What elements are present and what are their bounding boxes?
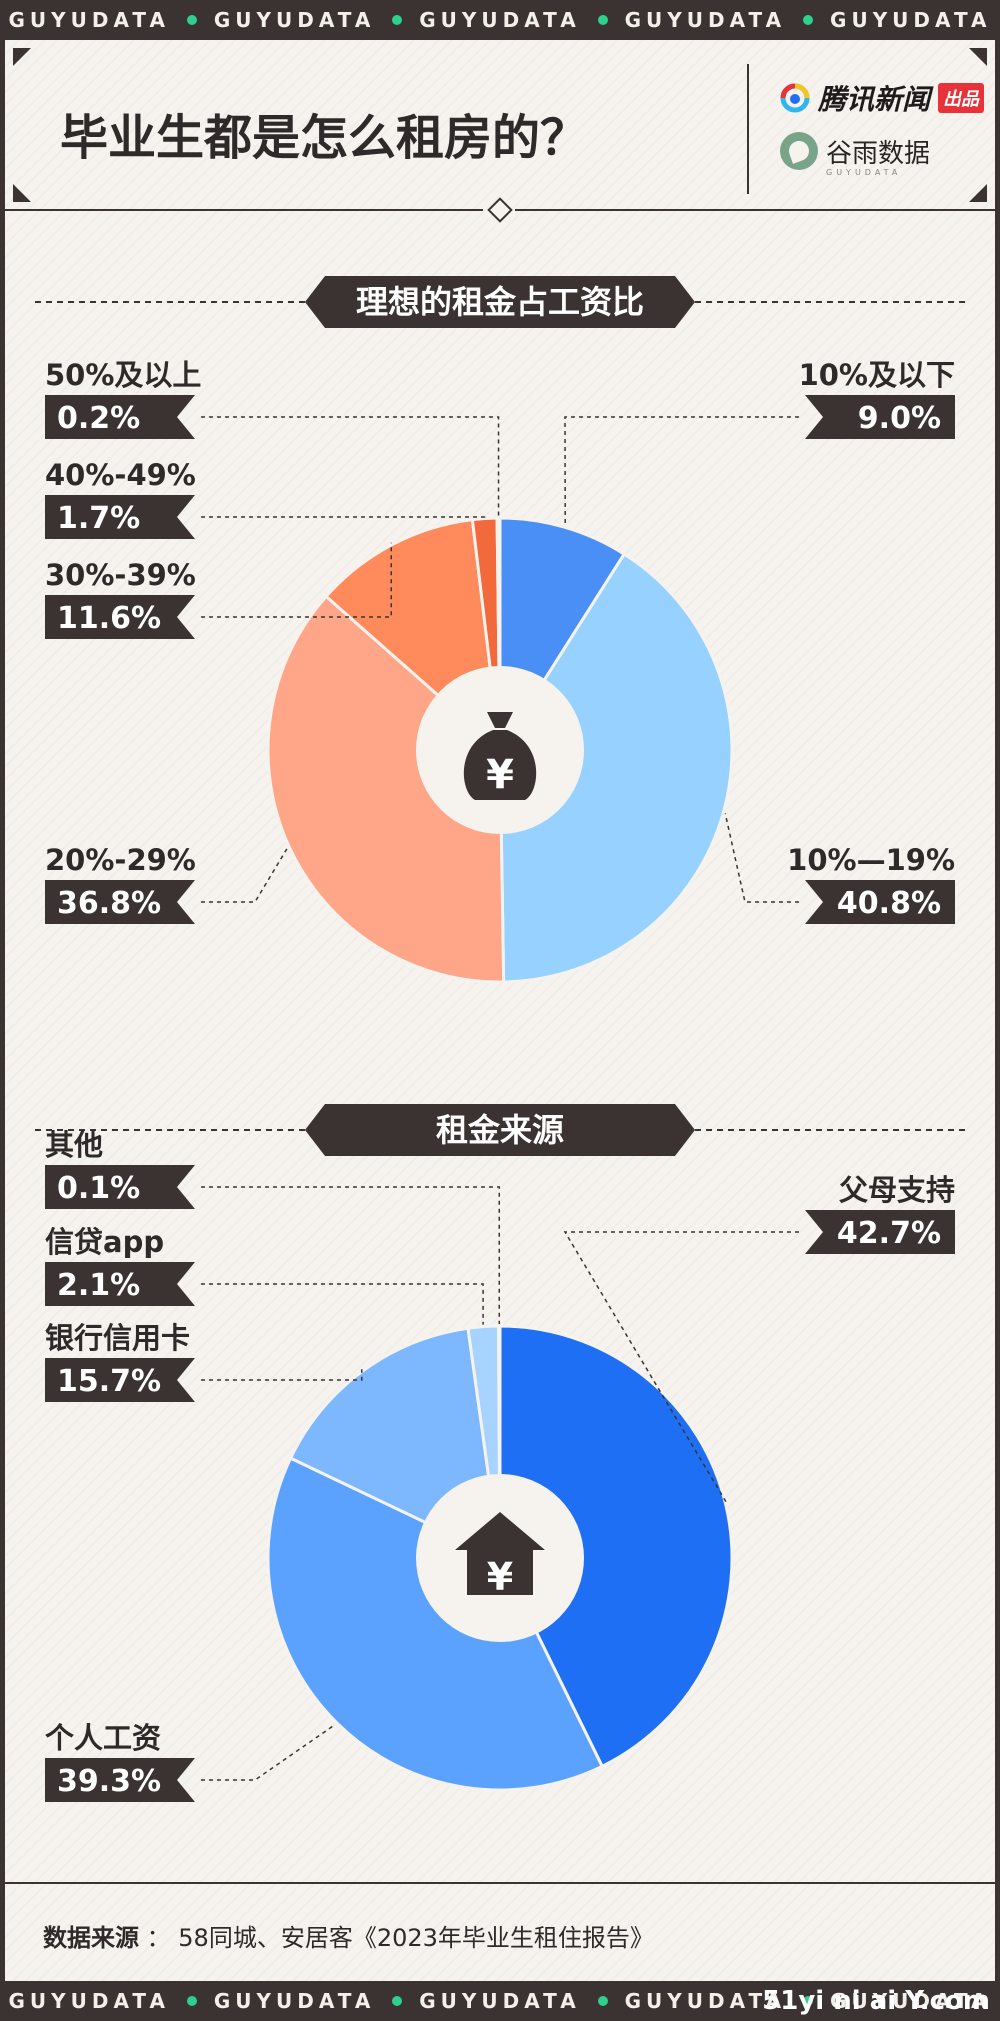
rent-source-value: 0.1% bbox=[57, 1171, 140, 1206]
header-rule-right bbox=[515, 209, 995, 211]
brand-tencent: 腾讯新闻 出品 bbox=[780, 78, 985, 118]
rent-ratio-value: 1.7% bbox=[57, 501, 140, 536]
rent-source-badge bbox=[45, 1758, 195, 1802]
banner-text: GUYUDATA bbox=[624, 1989, 787, 2013]
rent-ratio-value: 9.0% bbox=[858, 401, 941, 436]
rent-source-value: 42.7% bbox=[837, 1216, 941, 1251]
guyu-logo-icon bbox=[780, 132, 818, 170]
green-dot-icon bbox=[186, 1996, 197, 2006]
rent-ratio-badge bbox=[45, 880, 195, 924]
rent-ratio-label: 10%及以下 bbox=[799, 358, 955, 392]
money-bag-body bbox=[463, 730, 537, 800]
rent-source-leader bbox=[201, 1186, 501, 1325]
yen-symbol: ¥ bbox=[486, 752, 514, 798]
data-source-separator: ： bbox=[146, 1924, 171, 1952]
banner-text: GUYUDATA bbox=[419, 8, 581, 32]
green-dot-icon bbox=[392, 1996, 403, 2006]
rent-ratio-slice bbox=[266, 594, 506, 984]
rent-ratio-title-bar bbox=[305, 276, 695, 328]
rent-ratio-badge bbox=[805, 395, 955, 439]
data-source-text: 58同城、安居客《2023年毕业生租住报告》 bbox=[178, 1924, 654, 1952]
tencent-news-logo-icon bbox=[780, 83, 810, 113]
bottom-banner: GUYUDATA GUYUDATA GUYUDATA GUYUDATA GUYU… bbox=[0, 1981, 1000, 2021]
rent-ratio-leader bbox=[724, 813, 799, 903]
banner-text: GUYUDATA bbox=[419, 1989, 581, 2013]
rent-source-label: 信贷app bbox=[45, 1225, 164, 1259]
green-dot-icon bbox=[597, 15, 608, 25]
footer-rule bbox=[5, 1882, 995, 1884]
green-dot-icon bbox=[186, 15, 197, 25]
rent-source-label: 个人工资 bbox=[45, 1721, 161, 1755]
rent-source-leader bbox=[201, 1283, 484, 1325]
brand-guyu-sub: GUYUDATA bbox=[826, 168, 902, 177]
money-bag-yen-icon: ¥ bbox=[463, 712, 537, 800]
top-banner: GUYUDATA GUYUDATA GUYUDATA GUYUDATA GUYU… bbox=[0, 0, 1000, 40]
page-title: 毕业生都是怎么租房的？ bbox=[60, 110, 589, 166]
rent-source-value: 39.3% bbox=[57, 1764, 161, 1799]
header: 毕业生都是怎么租房的？ 腾讯新闻 出品 谷雨数据 GUYUDATA bbox=[5, 40, 995, 210]
rent-source-badge bbox=[45, 1165, 195, 1209]
rent-source-badge bbox=[45, 1262, 195, 1306]
green-dot-icon bbox=[803, 1996, 814, 2006]
rent-source-badge bbox=[805, 1210, 955, 1254]
brand-tencent-tag: 出品 bbox=[938, 83, 985, 113]
house-shape bbox=[455, 1512, 545, 1595]
rent-ratio-label: 30%-39% bbox=[45, 558, 196, 592]
banner-text: GUYUDATA bbox=[8, 8, 170, 32]
rent-ratio-badge bbox=[45, 395, 195, 439]
rent-ratio-badge bbox=[805, 880, 955, 924]
green-dot-icon bbox=[803, 15, 814, 25]
rent-source-slice bbox=[266, 1456, 604, 1792]
rent-source-label: 父母支持 bbox=[839, 1173, 955, 1207]
rent-ratio-leader bbox=[201, 416, 500, 517]
header-divider bbox=[747, 64, 749, 194]
rent-source-slice bbox=[498, 1324, 734, 1768]
banner-text: GUYUDATA bbox=[213, 8, 376, 32]
rent-source-leader bbox=[201, 1723, 336, 1781]
rent-source-leader bbox=[201, 1369, 363, 1381]
rent-ratio-badge bbox=[45, 595, 195, 639]
data-source: 数据来源 ： 58同城、安居客《2023年毕业生租住报告》 bbox=[43, 1918, 654, 1953]
banner-text: GUYUDATA bbox=[624, 8, 787, 32]
infographic-page: 毕业生都是怎么租房的？ 腾讯新闻 出品 谷雨数据 GUYUDATA 理想的租金占… bbox=[5, 40, 995, 1981]
header-rule-left bbox=[5, 209, 483, 211]
watermark: 51yi ni ai Y.com bbox=[762, 1986, 990, 2016]
money-bag-top bbox=[487, 712, 513, 728]
banner-text: GUYUDATA bbox=[830, 1989, 992, 2013]
rent-ratio-value: 36.8% bbox=[57, 886, 161, 921]
rent-source-label: 银行信用卡 bbox=[45, 1321, 190, 1355]
rent-ratio-value: 40.8% bbox=[837, 886, 941, 921]
rent-source-leader bbox=[563, 1231, 799, 1506]
rent-ratio-leader bbox=[564, 416, 799, 526]
charts-canvas: 理想的租金占工资比 10%及以下 9.0% 10%—19% 40.8% 20%-29% 36… bbox=[35, 276, 965, 1802]
rent-ratio-label: 20%-29% bbox=[45, 843, 196, 877]
banner-text: GUYUDATA bbox=[213, 1989, 376, 2013]
header-corners bbox=[13, 48, 987, 202]
house-yen-symbol: ¥ bbox=[487, 1555, 513, 1599]
rent-ratio-value: 0.2% bbox=[57, 401, 140, 436]
rent-ratio-title: 理想的租金占工资比 bbox=[356, 283, 644, 321]
rent-source-title-bar bbox=[305, 1104, 695, 1156]
rent-ratio-badge bbox=[45, 495, 195, 539]
data-source-label: 数据来源 bbox=[43, 1924, 139, 1952]
rent-source-badge bbox=[45, 1358, 195, 1402]
rent-source-title: 租金来源 bbox=[436, 1111, 564, 1149]
green-dot-icon bbox=[597, 1996, 608, 2006]
rent-ratio-value: 11.6% bbox=[57, 601, 161, 636]
rent-source-value: 2.1% bbox=[57, 1268, 140, 1303]
banner-text: GUYUDATA bbox=[830, 8, 992, 32]
rent-ratio-label: 50%及以上 bbox=[45, 358, 201, 392]
house-yen-icon: ¥ bbox=[455, 1512, 545, 1599]
brand-guyu: 谷雨数据 GUYUDATA bbox=[780, 132, 931, 177]
rent-ratio-slice bbox=[498, 552, 734, 984]
rent-source-value: 15.7% bbox=[57, 1364, 161, 1399]
rent-ratio-leader bbox=[201, 847, 289, 903]
rent-source-label: 其他 bbox=[45, 1128, 103, 1162]
green-dot-icon bbox=[392, 15, 403, 25]
brand-guyu-name: 谷雨数据 bbox=[826, 138, 931, 169]
brand-tencent-name: 腾讯新闻 bbox=[818, 83, 931, 116]
rent-ratio-label: 10%—19% bbox=[787, 843, 955, 877]
banner-text: GUYUDATA bbox=[8, 1989, 170, 2013]
rent-ratio-label: 40%-49% bbox=[45, 458, 196, 492]
